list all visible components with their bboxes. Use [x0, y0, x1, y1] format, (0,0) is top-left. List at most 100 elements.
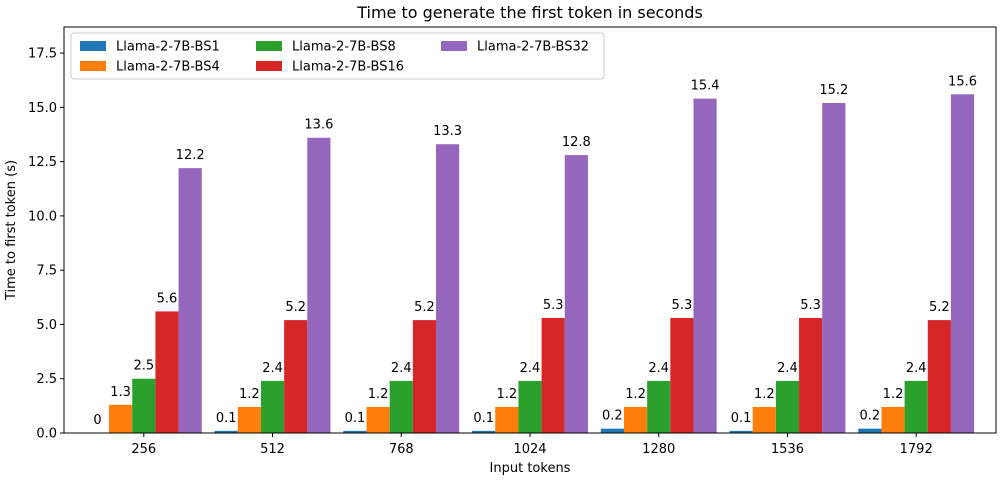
x-tick-label: 512 [260, 442, 285, 457]
bar-value-label: 13.3 [433, 124, 462, 139]
bar-value-label: 2.4 [777, 361, 798, 376]
bar-value-label: 1.2 [625, 387, 646, 402]
bar-llama-2-7b-bs32-1024 [564, 155, 588, 433]
bar-value-label: 2.5 [133, 359, 154, 374]
x-tick-label: 1792 [900, 442, 933, 457]
bar-llama-2-7b-bs8-1792 [904, 380, 928, 433]
bar-value-label: 5.3 [672, 298, 693, 313]
bar-value-label: 1.2 [883, 387, 904, 402]
bar-value-label: 5.2 [414, 300, 435, 315]
bar-value-label: 5.3 [800, 298, 821, 313]
bar-llama-2-7b-bs16-1536 [799, 317, 823, 433]
bar-llama-2-7b-bs16-1024 [541, 317, 565, 433]
y-axis-label: Time to first token (s) [4, 160, 19, 301]
bar-llama-2-7b-bs8-512 [260, 380, 285, 433]
legend-entry-llama-2-7b-bs8: Llama-2-7B-BS8 [292, 40, 396, 55]
bar-llama-2-7b-bs1-768 [343, 430, 367, 433]
bar-value-label: 15.4 [691, 79, 720, 94]
bar-value-label: 15.6 [948, 74, 977, 89]
bar-llama-2-7b-bs16-1792 [927, 320, 951, 433]
bar-value-label: 1.3 [110, 385, 131, 400]
bar-llama-2-7b-bs4-1024 [495, 406, 519, 433]
legend-entry-llama-2-7b-bs16: Llama-2-7B-BS16 [292, 60, 404, 75]
bar-value-label: 2.4 [520, 361, 541, 376]
bar-value-label: 13.6 [304, 118, 333, 133]
bar-llama-2-7b-bs4-1536 [752, 406, 776, 433]
legend [70, 32, 605, 80]
bar-llama-2-7b-bs32-768 [436, 144, 460, 434]
legend-swatch-llama-2-7b-bs16 [256, 61, 282, 71]
y-tick-label: 7.5 [36, 264, 57, 279]
legend-swatch-llama-2-7b-bs4 [80, 61, 106, 71]
bar-llama-2-7b-bs1-1280 [600, 428, 624, 433]
bar-value-label: 5.2 [929, 300, 950, 315]
y-tick-label: 10.0 [28, 209, 57, 224]
bar-value-label: 0.2 [602, 409, 623, 424]
chart-title: Time to generate the first token in seco… [356, 3, 703, 22]
y-tick-label: 15.0 [28, 101, 57, 116]
x-tick-label: 1280 [642, 442, 675, 457]
bar-value-label: 12.8 [562, 135, 591, 150]
bar-value-label: 1.2 [496, 387, 517, 402]
bar-llama-2-7b-bs4-256 [109, 404, 133, 433]
bar-llama-2-7b-bs4-512 [237, 406, 261, 433]
y-tick-label: 5.0 [36, 318, 57, 333]
bar-llama-2-7b-bs16-256 [155, 311, 179, 433]
y-tick-label: 2.5 [36, 372, 57, 387]
bar-llama-2-7b-bs8-1024 [518, 380, 542, 433]
x-tick-label: 768 [389, 442, 414, 457]
legend-entry-llama-2-7b-bs32: Llama-2-7B-BS32 [477, 40, 589, 55]
legend-swatch-llama-2-7b-bs32 [441, 41, 467, 51]
bar-value-label: 1.2 [239, 387, 260, 402]
bar-value-label: 2.4 [648, 361, 669, 376]
bar-value-label: 0.1 [473, 411, 494, 426]
bar-llama-2-7b-bs16-768 [412, 320, 437, 433]
legend-swatch-llama-2-7b-bs1 [80, 41, 106, 51]
bar-value-label: 5.3 [543, 298, 564, 313]
y-tick-label: 0.0 [36, 427, 57, 442]
bar-llama-2-7b-bs8-256 [132, 378, 156, 433]
bar-llama-2-7b-bs8-1536 [775, 380, 800, 433]
bar-llama-2-7b-bs32-1280 [693, 98, 717, 434]
x-tick-label: 1024 [513, 442, 546, 457]
bar-llama-2-7b-bs1-1024 [472, 430, 496, 433]
bar-value-label: 2.4 [906, 361, 927, 376]
bar-value-label: 0.2 [860, 409, 881, 424]
bar-llama-2-7b-bs32-1792 [950, 94, 975, 434]
bar-value-label: 5.2 [285, 300, 306, 315]
y-tick-label: 12.5 [28, 155, 57, 170]
bar-value-label: 0.1 [345, 411, 366, 426]
bar-llama-2-7b-bs4-1792 [881, 406, 905, 433]
bar-value-label: 2.4 [391, 361, 412, 376]
bar-llama-2-7b-bs1-512 [214, 430, 238, 433]
bar-llama-2-7b-bs4-768 [366, 406, 390, 433]
bar-value-label: 0 [93, 413, 101, 428]
bar-llama-2-7b-bs4-1280 [623, 406, 648, 433]
bar-value-label: 15.2 [819, 83, 848, 98]
bar-llama-2-7b-bs1-1536 [729, 430, 753, 433]
bar-value-label: 0.1 [216, 411, 237, 426]
bar-llama-2-7b-bs32-1536 [822, 102, 846, 434]
x-axis-label: Input tokens [490, 461, 571, 476]
bar-value-label: 5.6 [157, 291, 178, 306]
legend-swatch-llama-2-7b-bs8 [256, 41, 282, 51]
bar-value-label: 0.1 [731, 411, 752, 426]
plot-area: 0 0.1 0.1 0.1 0.2 0.1 0.2 1.3 1.2 1.2 1.2 1.2 1.2 1.2… [28, 26, 997, 457]
bar-llama-2-7b-bs8-1280 [647, 380, 671, 433]
legend-entry-llama-2-7b-bs4: Llama-2-7B-BS4 [116, 60, 220, 75]
y-tick-label: 17.5 [28, 47, 57, 62]
bar-value-label: 1.2 [368, 387, 389, 402]
x-tick-label: 1536 [771, 442, 804, 457]
bar-llama-2-7b-bs16-1280 [670, 317, 694, 433]
legend-entry-llama-2-7b-bs1: Llama-2-7B-BS1 [116, 40, 220, 55]
bar-value-label: 12.2 [176, 148, 205, 163]
bar-llama-2-7b-bs32-512 [307, 137, 331, 434]
bar-value-label: 2.4 [262, 361, 283, 376]
bar-llama-2-7b-bs32-256 [178, 168, 202, 433]
bar-llama-2-7b-bs8-768 [389, 380, 413, 433]
x-tick-label: 256 [131, 442, 156, 457]
bar-llama-2-7b-bs1-1792 [858, 428, 882, 433]
bar-value-label: 1.2 [754, 387, 775, 402]
bar-llama-2-7b-bs16-512 [284, 320, 308, 433]
